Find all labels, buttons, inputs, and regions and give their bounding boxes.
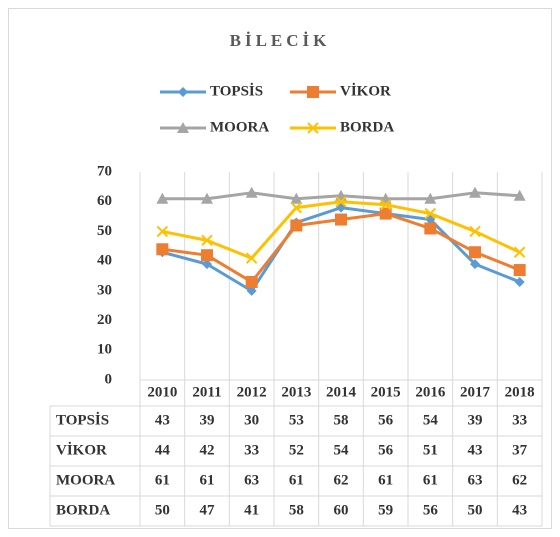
y-tick-label: 30 <box>97 282 112 298</box>
marker <box>290 219 303 232</box>
table-cell: 61 <box>378 472 393 488</box>
marker <box>424 207 437 220</box>
marker <box>379 198 392 211</box>
table-cell: 52 <box>289 442 304 458</box>
x-tick-label: 2015 <box>371 384 401 400</box>
table-cell: 43 <box>468 442 483 458</box>
x-tick-label: 2012 <box>237 384 267 400</box>
marker <box>202 259 212 270</box>
table-cell: 63 <box>244 472 259 488</box>
table-cell: 54 <box>334 442 350 458</box>
table-cell: 62 <box>512 472 527 488</box>
table-cell: 51 <box>423 442 438 458</box>
marker <box>156 192 169 204</box>
table-cell: 33 <box>244 442 259 458</box>
x-tick-label: 2018 <box>505 384 535 400</box>
legend-label: TOPSİS <box>210 82 263 99</box>
table-cell: 42 <box>200 442 215 458</box>
y-tick-label: 70 <box>97 163 112 179</box>
marker <box>513 264 526 277</box>
marker <box>245 275 258 288</box>
marker <box>178 87 188 97</box>
x-tick-label: 2016 <box>415 384 446 400</box>
marker <box>307 122 319 134</box>
marker <box>470 259 480 270</box>
table-cell: 58 <box>334 412 349 428</box>
table-cell: 53 <box>289 412 304 428</box>
table-cell: 39 <box>468 412 483 428</box>
table-cell: 61 <box>289 472 304 488</box>
table-row-header: VİKOR <box>56 441 107 458</box>
marker <box>201 249 213 262</box>
table-cell: 61 <box>155 472 170 488</box>
table-cell: 50 <box>155 502 170 518</box>
table-cell: 37 <box>512 442 528 458</box>
table-cell: 56 <box>378 442 394 458</box>
y-tick-label: 10 <box>97 342 112 358</box>
table-cell: 39 <box>200 412 215 428</box>
marker <box>513 189 526 201</box>
table-cell: 41 <box>244 502 259 518</box>
table-cell: 47 <box>200 502 216 518</box>
marker <box>424 192 437 204</box>
chart-title: BİLECİK <box>230 31 331 50</box>
marker <box>156 225 169 238</box>
table-row-header: TOPSİS <box>56 411 109 428</box>
legend-label: BORDA <box>340 119 394 135</box>
marker <box>424 222 437 235</box>
table-cell: 43 <box>155 412 170 428</box>
x-tick-label: 2014 <box>326 384 357 400</box>
marker <box>307 86 319 98</box>
marker <box>469 186 481 198</box>
table-cell: 56 <box>423 502 439 518</box>
marker <box>177 122 189 133</box>
chart-border <box>8 8 552 529</box>
x-tick-label: 2013 <box>281 384 311 400</box>
table-cell: 50 <box>468 502 483 518</box>
marker <box>201 192 213 204</box>
table-cell: 33 <box>512 412 527 428</box>
table-cell: 56 <box>378 412 394 428</box>
table-cell: 30 <box>244 412 259 428</box>
marker <box>245 252 258 264</box>
marker <box>379 207 392 220</box>
table-cell: 60 <box>334 502 349 518</box>
table-cell: 61 <box>200 472 215 488</box>
x-tick-label: 2011 <box>192 384 221 400</box>
y-tick-label: 60 <box>97 193 112 209</box>
marker <box>513 246 526 258</box>
table-cell: 43 <box>512 502 527 518</box>
table-cell: 59 <box>378 502 393 518</box>
marker <box>156 243 169 256</box>
marker <box>335 213 347 226</box>
legend-label: VİKOR <box>340 82 391 99</box>
marker <box>290 201 303 214</box>
table-cell: 54 <box>423 412 439 428</box>
marker <box>290 192 303 204</box>
y-tick-label: 20 <box>97 312 112 328</box>
marker <box>469 225 481 238</box>
table-cell: 44 <box>155 442 171 458</box>
table-cell: 61 <box>423 472 438 488</box>
marker <box>335 196 347 208</box>
marker <box>201 234 213 247</box>
marker <box>246 285 257 296</box>
table-cell: 62 <box>334 472 349 488</box>
marker <box>469 246 481 259</box>
table-cell: 63 <box>468 472 483 488</box>
table-row-header: MOORA <box>56 472 115 488</box>
table-cell: 58 <box>289 502 304 518</box>
marker <box>514 276 525 287</box>
y-tick-label: 50 <box>97 223 112 239</box>
marker <box>245 186 258 198</box>
x-tick-label: 2010 <box>147 384 177 400</box>
legend-label: MOORA <box>210 119 269 135</box>
y-tick-label: 0 <box>105 371 113 387</box>
table-row-header: BORDA <box>56 502 110 518</box>
x-tick-label: 2017 <box>460 384 491 400</box>
y-tick-label: 40 <box>97 253 112 269</box>
